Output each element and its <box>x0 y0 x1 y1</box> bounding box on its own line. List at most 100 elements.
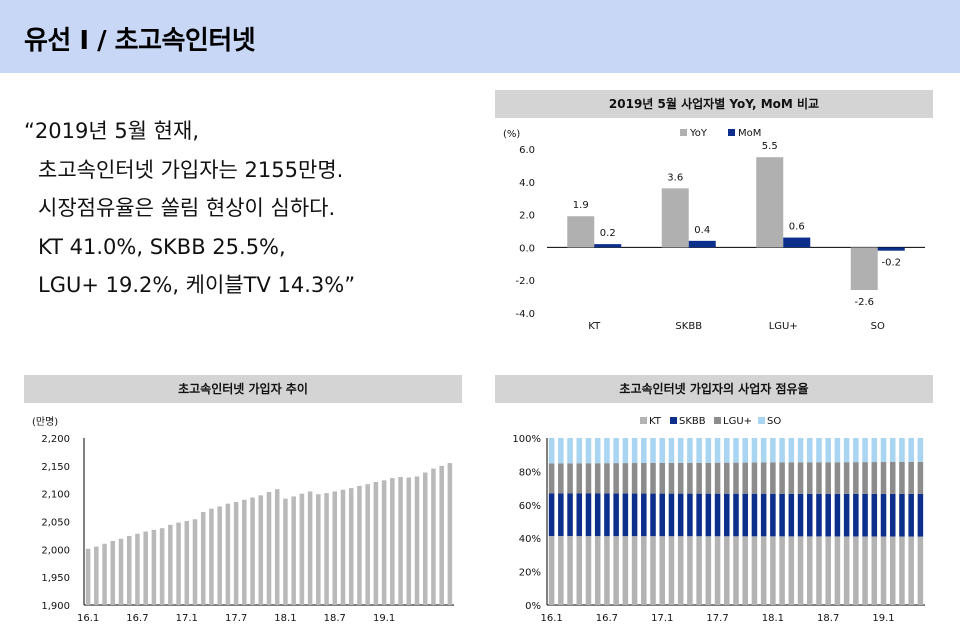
share-segment-lguplus <box>908 461 914 494</box>
share-segment-skbb <box>558 493 564 537</box>
legend-swatch <box>640 417 647 424</box>
share-segment-skbb <box>585 493 592 537</box>
subscriber-bar <box>291 496 296 605</box>
share-segment-so <box>862 438 868 463</box>
share-segment-so <box>733 438 739 463</box>
data-label: 1.9 <box>573 200 589 211</box>
share-segment-lguplus <box>853 462 859 494</box>
subscriber-bar <box>422 472 428 605</box>
share-segment-kt <box>668 536 675 605</box>
share-segment-so <box>668 438 675 463</box>
share-segment-so <box>770 438 776 463</box>
share-segment-so <box>853 438 859 463</box>
share-segment-lguplus <box>889 461 896 494</box>
share-segment-skbb <box>797 493 804 537</box>
bar-yoy <box>850 247 878 291</box>
subscriber-bar <box>200 512 206 605</box>
share-segment-skbb <box>677 493 684 537</box>
share-segment-kt <box>558 536 564 605</box>
share-segment-lguplus <box>788 462 795 494</box>
legend-label: SO <box>767 416 781 427</box>
share-segment-lguplus <box>825 462 831 494</box>
share-segment-kt <box>806 536 813 605</box>
share-segment-kt <box>705 536 712 605</box>
share-segment-skbb <box>622 493 629 537</box>
share-segment-kt <box>714 536 721 605</box>
share-segment-lguplus <box>862 462 868 494</box>
share-segment-lguplus <box>631 463 638 494</box>
share-segment-kt <box>788 536 795 605</box>
share-segment-skbb <box>760 493 767 537</box>
x-tick-label: 16.7 <box>126 613 148 624</box>
share-segment-lguplus <box>576 463 583 494</box>
share-segment-skbb <box>687 493 693 537</box>
legend-swatch <box>714 417 721 424</box>
share-segment-lguplus <box>567 463 573 494</box>
subscriber-bar <box>266 491 272 605</box>
data-label: 0.4 <box>694 225 710 236</box>
bar-mom <box>594 244 622 248</box>
share-segment-so <box>558 438 564 464</box>
share-segment-kt <box>751 536 758 605</box>
share-segment-lguplus <box>760 462 767 494</box>
y-tick-label: 4.0 <box>519 178 535 189</box>
share-segment-kt <box>733 536 739 605</box>
share-segment-kt <box>917 536 924 605</box>
share-segment-so <box>650 438 656 463</box>
share-segment-lguplus <box>779 462 785 494</box>
share-segment-kt <box>659 536 666 605</box>
share-segment-skbb <box>668 493 675 537</box>
chart-title: 초고속인터넷 가입자 추이 <box>24 375 462 403</box>
y-tick-label: 1,950 <box>41 573 70 584</box>
share-segment-so <box>843 438 850 463</box>
share-segment-so <box>631 438 638 464</box>
share-segment-lguplus <box>843 462 850 494</box>
share-segment-so <box>889 438 896 462</box>
share-segment-lguplus <box>797 462 804 494</box>
share-segment-skbb <box>641 493 647 537</box>
bar-mom <box>783 237 811 248</box>
subscriber-bar <box>192 519 198 605</box>
subscriber-bar <box>332 491 338 605</box>
x-tick-label: 18.7 <box>817 613 839 624</box>
share-segment-lguplus <box>751 462 758 494</box>
share-segment-lguplus <box>622 463 629 494</box>
share-segment-so <box>604 438 610 464</box>
subscriber-bar <box>381 480 387 605</box>
share-segment-kt <box>908 536 914 605</box>
subscriber-bar <box>406 477 412 605</box>
y-tick-label: 60% <box>519 501 541 512</box>
share-segment-lguplus <box>816 462 822 494</box>
y-tick-label: 40% <box>519 534 541 545</box>
share-segment-kt <box>797 536 804 605</box>
share-segment-skbb <box>834 493 841 537</box>
y-tick-label: -2.0 <box>515 276 535 287</box>
y-tick-label: 6.0 <box>519 145 535 156</box>
share-segment-so <box>659 438 666 463</box>
share-segment-so <box>585 438 592 464</box>
share-segment-so <box>641 438 647 464</box>
x-tick-label: 17.7 <box>706 613 728 624</box>
share-segment-so <box>908 438 914 462</box>
y-tick-label: 100% <box>512 434 541 445</box>
share-segment-so <box>760 438 767 463</box>
x-tick-label: 17.1 <box>176 613 198 624</box>
share-segment-lguplus <box>613 463 619 494</box>
market-share-chart: KT SKBB LGU+ SO 100% 80% 60% 40% 20% 0%16.1 16.7 17… <box>512 416 925 624</box>
share-segment-skbb <box>594 493 601 537</box>
share-segment-skbb <box>908 493 914 537</box>
share-segment-so <box>751 438 758 463</box>
share-segment-lguplus <box>714 462 721 494</box>
x-tick-label: SKBB <box>675 321 702 332</box>
subscriber-bar <box>233 502 239 605</box>
share-segment-kt <box>899 536 905 605</box>
share-segment-kt <box>724 536 730 605</box>
share-segment-lguplus <box>871 462 878 494</box>
subscriber-bar <box>316 494 321 605</box>
subscriber-bar <box>390 478 395 605</box>
bar-yoy <box>756 157 784 248</box>
share-segment-kt <box>622 536 629 605</box>
chart-title: 초고속인터넷 가입자의 사업자 점유율 <box>495 375 933 403</box>
data-label: 0.6 <box>789 222 805 233</box>
subscriber-bar <box>274 489 280 605</box>
